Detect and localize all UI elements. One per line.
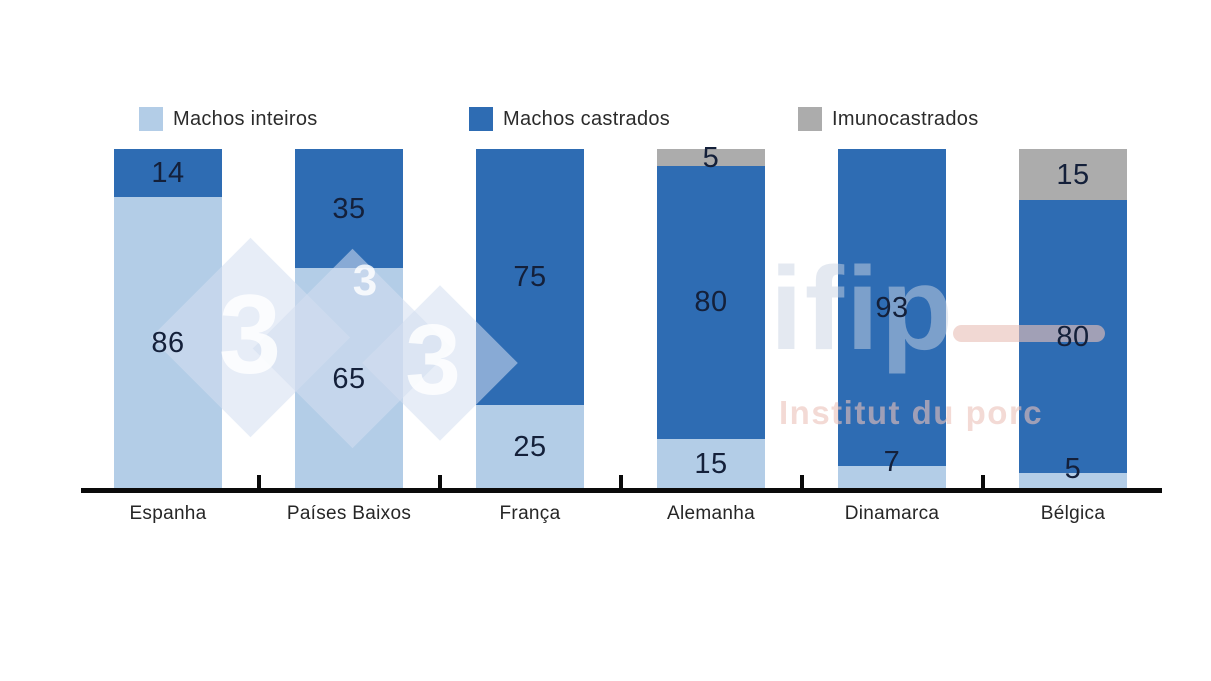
category-label-paises-baixos: Países Baixos — [286, 503, 412, 524]
bar-segment-alemanha-machos-inteiros — [657, 438, 765, 490]
category-label-alemanha: Alemanha — [667, 503, 755, 524]
value-label-alemanha-machos-inteiros: 15 — [694, 448, 728, 481]
value-label-belgica-imunocastrados: 15 — [1056, 158, 1090, 191]
x-axis-tick — [437, 475, 442, 488]
value-label-paises-baixos-machos-inteiros: 65 — [332, 363, 366, 396]
category-label-franca: França — [499, 503, 561, 524]
legend-label: Machos inteiros — [173, 107, 318, 130]
bar-segment-dinamarca-machos-castrados — [838, 149, 946, 467]
legend-item-machos-castrados: Machos castrados — [469, 107, 670, 131]
bar-segment-espanha-machos-castrados — [114, 149, 222, 197]
bar-segment-alemanha-imunocastrados — [657, 149, 765, 167]
value-label-belgica-machos-castrados: 80 — [1056, 320, 1090, 353]
x-axis-tick — [618, 475, 623, 488]
value-label-franca-machos-inteiros: 25 — [513, 431, 547, 464]
value-label-belgica-machos-inteiros: 5 — [1064, 452, 1082, 485]
x-axis-tick — [980, 475, 985, 488]
x-axis-line — [81, 488, 1162, 493]
value-label-paises-baixos-machos-castrados: 35 — [332, 192, 366, 225]
value-label-espanha-machos-inteiros: 86 — [151, 327, 185, 360]
value-label-dinamarca-machos-castrados: 93 — [875, 291, 909, 324]
bar-segment-alemanha-machos-castrados — [657, 166, 765, 439]
value-label-espanha-machos-castrados: 14 — [151, 156, 185, 189]
bar-segment-dinamarca-machos-inteiros — [838, 466, 946, 490]
legend-item-machos-inteiros: Machos inteiros — [139, 107, 318, 131]
value-label-alemanha-machos-castrados: 80 — [694, 286, 728, 319]
value-label-franca-machos-castrados: 75 — [513, 260, 547, 293]
category-label-dinamarca: Dinamarca — [844, 503, 940, 524]
legend-label: Imunocastrados — [832, 107, 979, 130]
watermark-three-glyph: 3 — [218, 271, 282, 397]
legend-swatch-icon — [798, 107, 822, 131]
value-label-dinamarca-machos-inteiros: 7 — [883, 446, 901, 479]
category-label-belgica: Bélgica — [1040, 503, 1106, 524]
category-label-espanha: Espanha — [129, 503, 207, 524]
x-axis-tick — [799, 475, 804, 488]
bar-segment-belgica-machos-inteiros — [1019, 472, 1127, 490]
x-axis-tick — [256, 475, 261, 488]
watermark-three-glyph: 3 — [405, 304, 461, 416]
value-label-alemanha-imunocastrados: 5 — [702, 141, 720, 174]
legend-swatch-icon — [469, 107, 493, 131]
legend-swatch-icon — [139, 107, 163, 131]
legend-label: Machos castrados — [503, 107, 671, 130]
legend-item-imunocastrados: Imunocastrados — [798, 107, 979, 131]
bar-segment-belgica-imunocastrados — [1019, 149, 1127, 201]
